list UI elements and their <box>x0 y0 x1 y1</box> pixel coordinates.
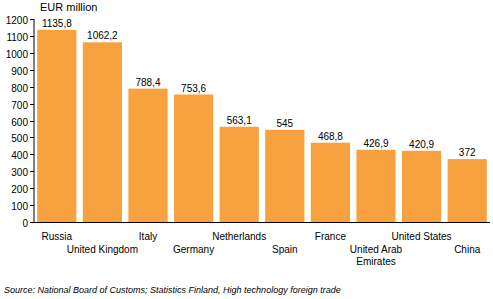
x-tick-label: United Kingdom <box>67 244 138 255</box>
bar <box>128 89 167 222</box>
bar <box>356 150 395 222</box>
data-label: 753,6 <box>181 83 206 94</box>
x-tick-label: Italy <box>139 231 157 242</box>
y-tick-label: 0 <box>22 218 28 229</box>
y-tick <box>30 87 34 88</box>
y-tick-label: 1100 <box>6 32 28 43</box>
y-tick-label: 200 <box>11 184 28 195</box>
data-label: 372 <box>459 147 476 158</box>
x-tick-label: France <box>315 231 347 242</box>
bar <box>220 127 259 222</box>
y-tick-label: 800 <box>11 83 28 94</box>
bar <box>448 159 487 222</box>
x-tick-label: China <box>454 244 481 255</box>
data-label: 545 <box>276 118 293 129</box>
x-tick-label: United States <box>392 231 452 242</box>
data-label: 420,9 <box>409 139 434 150</box>
y-tick <box>30 121 34 122</box>
y-tick-label: 100 <box>11 201 28 212</box>
y-tick-label: 1200 <box>6 15 29 26</box>
data-label: 468,8 <box>318 131 343 142</box>
x-axis-line <box>34 222 490 223</box>
y-tick <box>30 19 34 20</box>
chart-root: EUR million 0 100 200 300 400 500 600 700 800 900 1… <box>0 0 493 299</box>
x-tick-label: United ArabEmirates <box>350 244 403 267</box>
label-line: United Arab <box>350 244 403 255</box>
y-tick-label: 500 <box>11 133 28 144</box>
x-tick-label: Russia <box>42 231 73 242</box>
bar <box>83 42 122 222</box>
y-tick <box>30 104 34 105</box>
y-tick-label: 1000 <box>6 49 29 60</box>
bar <box>402 151 441 222</box>
y-axis-line <box>34 19 35 222</box>
y-tick <box>30 205 34 206</box>
source-note: Source: National Board of Customs; Stati… <box>4 285 341 295</box>
bar <box>174 95 213 222</box>
data-label: 1062,2 <box>87 30 118 41</box>
y-tick <box>30 36 34 37</box>
y-tick <box>30 53 34 54</box>
data-label: 563,1 <box>227 115 252 126</box>
y-tick-label: 400 <box>11 150 28 161</box>
x-tick-label: Netherlands <box>212 231 266 242</box>
bars <box>37 30 487 222</box>
y-tick <box>30 188 34 189</box>
y-tick <box>30 171 34 172</box>
y-tick <box>30 222 34 223</box>
data-label: 426,9 <box>363 138 388 149</box>
x-tick-label: Germany <box>173 244 214 255</box>
bar <box>311 143 350 222</box>
data-label: 1135,8 <box>42 18 72 29</box>
bar <box>265 130 304 222</box>
y-tick-label: 900 <box>11 66 28 77</box>
y-tick-label: 600 <box>11 117 28 128</box>
bar <box>37 30 76 222</box>
x-tick-label: Spain <box>272 244 298 255</box>
y-axis-label: EUR million <box>40 1 97 13</box>
y-tick <box>30 154 34 155</box>
label-line: Emirates <box>356 256 395 267</box>
data-label: 788,4 <box>135 77 160 88</box>
y-tick <box>30 137 34 138</box>
y-tick-label: 300 <box>11 167 28 178</box>
y-tick-label: 700 <box>11 100 28 111</box>
chart-svg: EUR million 0 100 200 300 400 500 600 700 800 900 1… <box>0 0 493 299</box>
y-tick <box>30 70 34 71</box>
